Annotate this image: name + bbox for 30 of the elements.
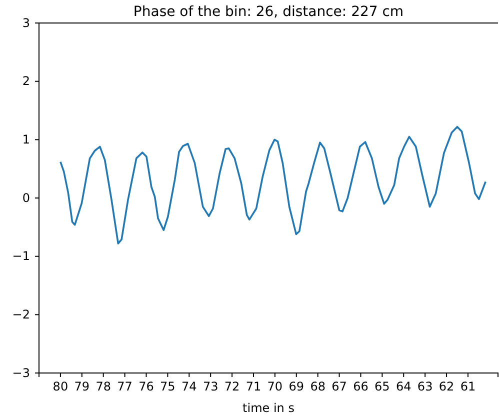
x-tick-label: 64	[396, 380, 412, 394]
x-tick-label: 65	[374, 380, 390, 394]
line-series	[60, 126, 486, 244]
y-tick-label: −3	[12, 366, 30, 380]
x-tick-label: 71	[246, 380, 262, 394]
x-tick-label: 70	[267, 380, 283, 394]
x-tick-label: 61	[460, 380, 476, 394]
x-tick-label: 68	[310, 380, 326, 394]
x-tick-label: 78	[96, 380, 111, 394]
y-tick-label: −1	[12, 249, 30, 264]
y-tick-label: 0	[22, 190, 30, 205]
chart-title: Phase of the bin: 26, distance: 227 cm	[133, 4, 404, 20]
x-tick-label: 72	[224, 380, 240, 394]
x-tick-label: 80	[52, 380, 68, 394]
x-tick-label: 73	[202, 380, 218, 394]
x-tick-label: 66	[353, 380, 368, 394]
y-tick-label: 3	[22, 16, 30, 30]
x-tick-label: 79	[74, 380, 90, 394]
x-tick-label: 76	[138, 380, 154, 394]
y-tick-label: −2	[12, 308, 30, 322]
x-axis-title: time in s	[242, 401, 294, 415]
x-tick-label: 69	[288, 380, 304, 394]
x-tick-label: 75	[160, 380, 176, 394]
x-tick-label: 77	[117, 380, 132, 394]
x-tick-label: 63	[417, 380, 433, 394]
y-tick-label: 2	[22, 74, 30, 88]
x-tick-label: 62	[438, 380, 454, 394]
y-tick-label: 1	[22, 132, 30, 147]
x-tick-label: 67	[332, 380, 347, 394]
x-tick-label: 74	[182, 380, 197, 394]
